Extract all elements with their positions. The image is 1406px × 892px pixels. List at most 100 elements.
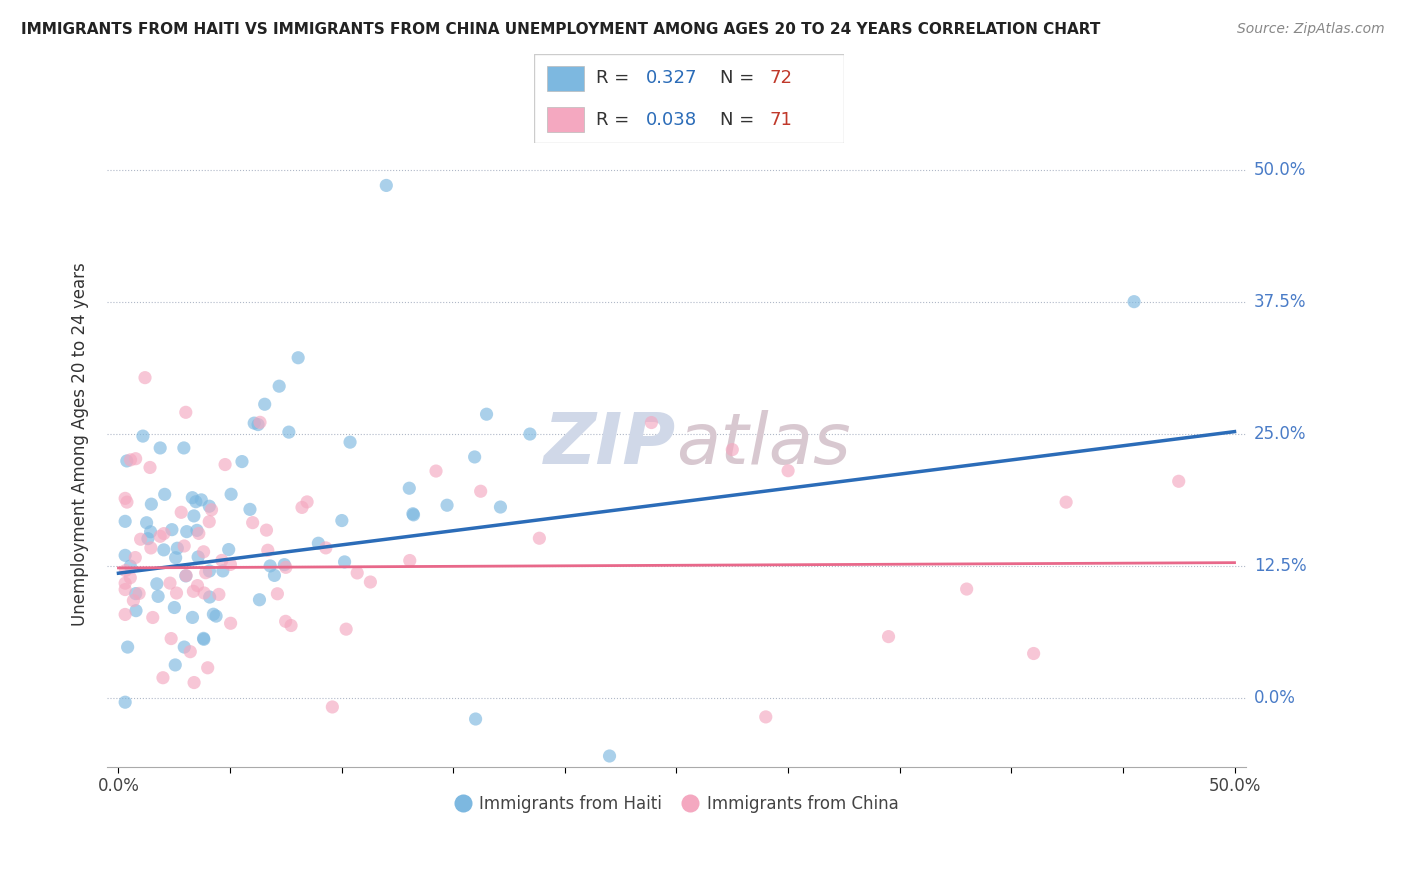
Point	[339, 435, 361, 450]
Point	[120, 559, 142, 574]
Point	[170, 505, 193, 519]
Point	[375, 178, 398, 193]
Point	[117, 640, 139, 654]
Point	[149, 441, 172, 455]
Point	[464, 712, 486, 726]
Point	[295, 495, 318, 509]
Point	[346, 566, 368, 580]
Point	[398, 481, 420, 495]
Point	[287, 351, 309, 365]
Point	[165, 550, 187, 565]
Point	[721, 442, 744, 457]
Point	[402, 507, 425, 521]
FancyBboxPatch shape	[547, 66, 583, 91]
Point	[219, 487, 242, 501]
Text: R =: R =	[596, 70, 636, 87]
Point	[139, 541, 162, 555]
Point	[243, 416, 266, 430]
Point	[183, 584, 205, 599]
Point	[398, 553, 420, 567]
Point	[259, 558, 281, 573]
Point	[529, 531, 551, 545]
Point	[129, 533, 152, 547]
Point	[152, 671, 174, 685]
Point	[219, 558, 242, 572]
Point	[115, 454, 138, 468]
Point	[135, 516, 157, 530]
Point	[599, 749, 621, 764]
Point	[114, 695, 136, 709]
Text: atlas: atlas	[676, 409, 851, 479]
Point	[186, 578, 208, 592]
Point	[163, 600, 186, 615]
Point	[330, 514, 353, 528]
Point	[114, 549, 136, 563]
Point	[114, 491, 136, 506]
Point	[321, 700, 343, 714]
FancyBboxPatch shape	[534, 54, 844, 143]
Point	[173, 539, 195, 553]
Text: 0.327: 0.327	[645, 70, 697, 87]
Point	[114, 607, 136, 622]
Point	[153, 487, 176, 501]
Text: 50.0%: 50.0%	[1254, 161, 1306, 178]
Point	[231, 454, 253, 468]
Point	[194, 566, 217, 580]
Point	[778, 464, 800, 478]
Text: N =: N =	[720, 70, 759, 87]
Point	[165, 657, 187, 672]
Point	[153, 526, 176, 541]
Text: 37.5%: 37.5%	[1254, 293, 1306, 310]
Point	[132, 429, 155, 443]
Text: 12.5%: 12.5%	[1254, 557, 1306, 574]
Point	[470, 484, 492, 499]
Point	[436, 498, 458, 512]
FancyBboxPatch shape	[547, 107, 583, 132]
Point	[266, 587, 288, 601]
Point	[193, 586, 215, 600]
Point	[333, 555, 356, 569]
Point	[174, 569, 197, 583]
Point	[166, 541, 188, 556]
Point	[755, 710, 778, 724]
Point	[125, 586, 148, 600]
Point	[176, 524, 198, 539]
Point	[475, 407, 498, 421]
Point	[256, 543, 278, 558]
Point	[197, 661, 219, 675]
Point	[153, 542, 176, 557]
Point	[291, 500, 314, 515]
Point	[218, 542, 240, 557]
Point	[187, 526, 209, 541]
Text: 0.0%: 0.0%	[1254, 689, 1296, 706]
Point	[274, 560, 297, 574]
Point	[489, 500, 512, 514]
Text: 72: 72	[769, 70, 793, 87]
Point	[242, 516, 264, 530]
Point	[136, 532, 159, 546]
Point	[120, 453, 142, 467]
Point	[402, 508, 425, 522]
Point	[249, 592, 271, 607]
Point	[146, 577, 169, 591]
Point	[256, 523, 278, 537]
Point	[640, 416, 662, 430]
Point	[211, 564, 233, 578]
Point	[174, 405, 197, 419]
Point	[208, 587, 231, 601]
Point	[956, 582, 979, 596]
Point	[263, 568, 285, 582]
Point	[181, 610, 204, 624]
Point	[464, 450, 486, 464]
Text: R =: R =	[596, 111, 636, 128]
Point	[183, 675, 205, 690]
Point	[274, 615, 297, 629]
Point	[122, 593, 145, 607]
Point	[269, 379, 291, 393]
Point	[166, 586, 188, 600]
Point	[315, 541, 337, 555]
Point	[200, 502, 222, 516]
Legend: Immigrants from Haiti, Immigrants from China: Immigrants from Haiti, Immigrants from C…	[447, 789, 905, 820]
Point	[193, 545, 215, 559]
Point	[146, 590, 169, 604]
